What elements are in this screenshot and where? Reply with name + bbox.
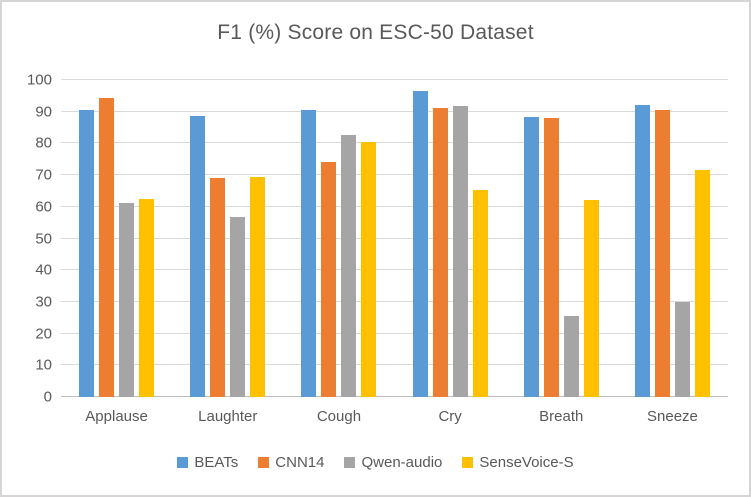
legend-swatch-icon xyxy=(177,457,189,468)
y-tick-label-30: 30 xyxy=(35,293,52,311)
y-tick-label-50: 50 xyxy=(35,230,52,247)
x-label-cry: Cry xyxy=(438,408,462,425)
legend-item-cnn14: CNN14 xyxy=(258,454,324,471)
x-label-laughter: Laughter xyxy=(198,408,258,425)
gridline-10 xyxy=(61,364,728,366)
x-axis-labels: Applause Laughter Cough Cry Breath Sneeze xyxy=(61,408,728,425)
legend-item-qwen-audio: Qwen-audio xyxy=(344,454,442,471)
legend-label: BEATs xyxy=(194,454,239,471)
bar-cnn14-breath xyxy=(543,118,559,397)
bar-beats-laughter xyxy=(190,115,206,397)
gridline-70 xyxy=(61,174,728,176)
y-tick-label-60: 60 xyxy=(35,198,52,216)
legend-swatch-icon xyxy=(344,457,356,468)
y-tick-label-0: 0 xyxy=(43,388,52,406)
bar-beats-breath xyxy=(523,117,539,397)
gridline-50 xyxy=(61,237,728,239)
legend-item-sensevoice-s: SenseVoice-S xyxy=(462,454,574,471)
legend-label: CNN14 xyxy=(275,454,325,471)
bar-sensevoice-s-cry xyxy=(472,190,488,397)
bar-qwen-audio-breath xyxy=(563,316,579,397)
gridline-90 xyxy=(61,110,728,112)
x-axis-line xyxy=(61,396,728,397)
y-tick-label-100: 100 xyxy=(26,71,52,89)
bar-sensevoice-s-cough xyxy=(361,141,377,397)
bar-group-cry xyxy=(395,80,506,397)
legend: BEATs CNN14 Qwen-audio SenseVoice-S xyxy=(2,454,749,471)
bar-cnn14-applause xyxy=(99,98,115,397)
chart-title: F1 (%) Score on ESC-50 Dataset xyxy=(217,21,534,44)
x-label-cough: Cough xyxy=(316,408,362,425)
bar-group-cough xyxy=(283,80,394,397)
bar-sensevoice-s-breath xyxy=(583,200,599,397)
bar-sensevoice-s-applause xyxy=(139,198,155,397)
bar-sensevoice-s-laughter xyxy=(250,176,266,397)
bar-cnn14-laughter xyxy=(210,177,226,397)
bar-qwen-audio-cry xyxy=(452,106,468,397)
gridline-40 xyxy=(61,269,728,271)
y-tick-label-10: 10 xyxy=(35,356,52,374)
legend-swatch-icon xyxy=(258,457,270,468)
bar-group-laughter xyxy=(172,80,283,397)
legend-item-beats: BEATs xyxy=(177,454,238,471)
bar-beats-cry xyxy=(412,91,428,397)
gridline-30 xyxy=(61,300,728,302)
legend-label: Qwen-audio xyxy=(361,454,443,471)
x-label-sneeze: Sneeze xyxy=(647,408,698,425)
y-tick-label-70: 70 xyxy=(35,166,52,184)
bar-qwen-audio-laughter xyxy=(230,216,246,397)
plot-area: 0 10 20 30 40 50 60 70 80 90 100 xyxy=(27,72,728,406)
gridline-80 xyxy=(61,142,728,144)
bar-qwen-audio-applause xyxy=(119,203,135,397)
bar-qwen-audio-cough xyxy=(341,134,357,397)
bar-cnn14-sneeze xyxy=(654,110,670,397)
legend-swatch-icon xyxy=(462,457,474,468)
gridline-60 xyxy=(61,205,728,207)
bar-cnn14-cough xyxy=(321,161,337,397)
gridline-20 xyxy=(61,332,728,334)
x-label-breath: Breath xyxy=(539,408,584,425)
legend-label: SenseVoice-S xyxy=(479,454,574,471)
bar-group-applause xyxy=(61,80,172,397)
bar-groups xyxy=(61,80,728,397)
bar-qwen-audio-sneeze xyxy=(674,302,690,397)
gridline-100 xyxy=(61,79,728,80)
bar-sensevoice-s-sneeze xyxy=(694,170,710,397)
y-tick-label-20: 20 xyxy=(35,325,52,343)
bar-group-sneeze xyxy=(617,80,728,397)
x-label-applause: Applause xyxy=(85,408,148,425)
bar-beats-sneeze xyxy=(634,104,650,397)
y-tick-label-40: 40 xyxy=(35,261,52,279)
bar-beats-cough xyxy=(301,110,317,397)
bar-cnn14-cry xyxy=(432,107,448,397)
bar-beats-applause xyxy=(79,109,95,397)
y-tick-label-90: 90 xyxy=(35,103,52,121)
y-tick-label-80: 80 xyxy=(35,134,52,152)
bar-group-breath xyxy=(506,80,617,397)
